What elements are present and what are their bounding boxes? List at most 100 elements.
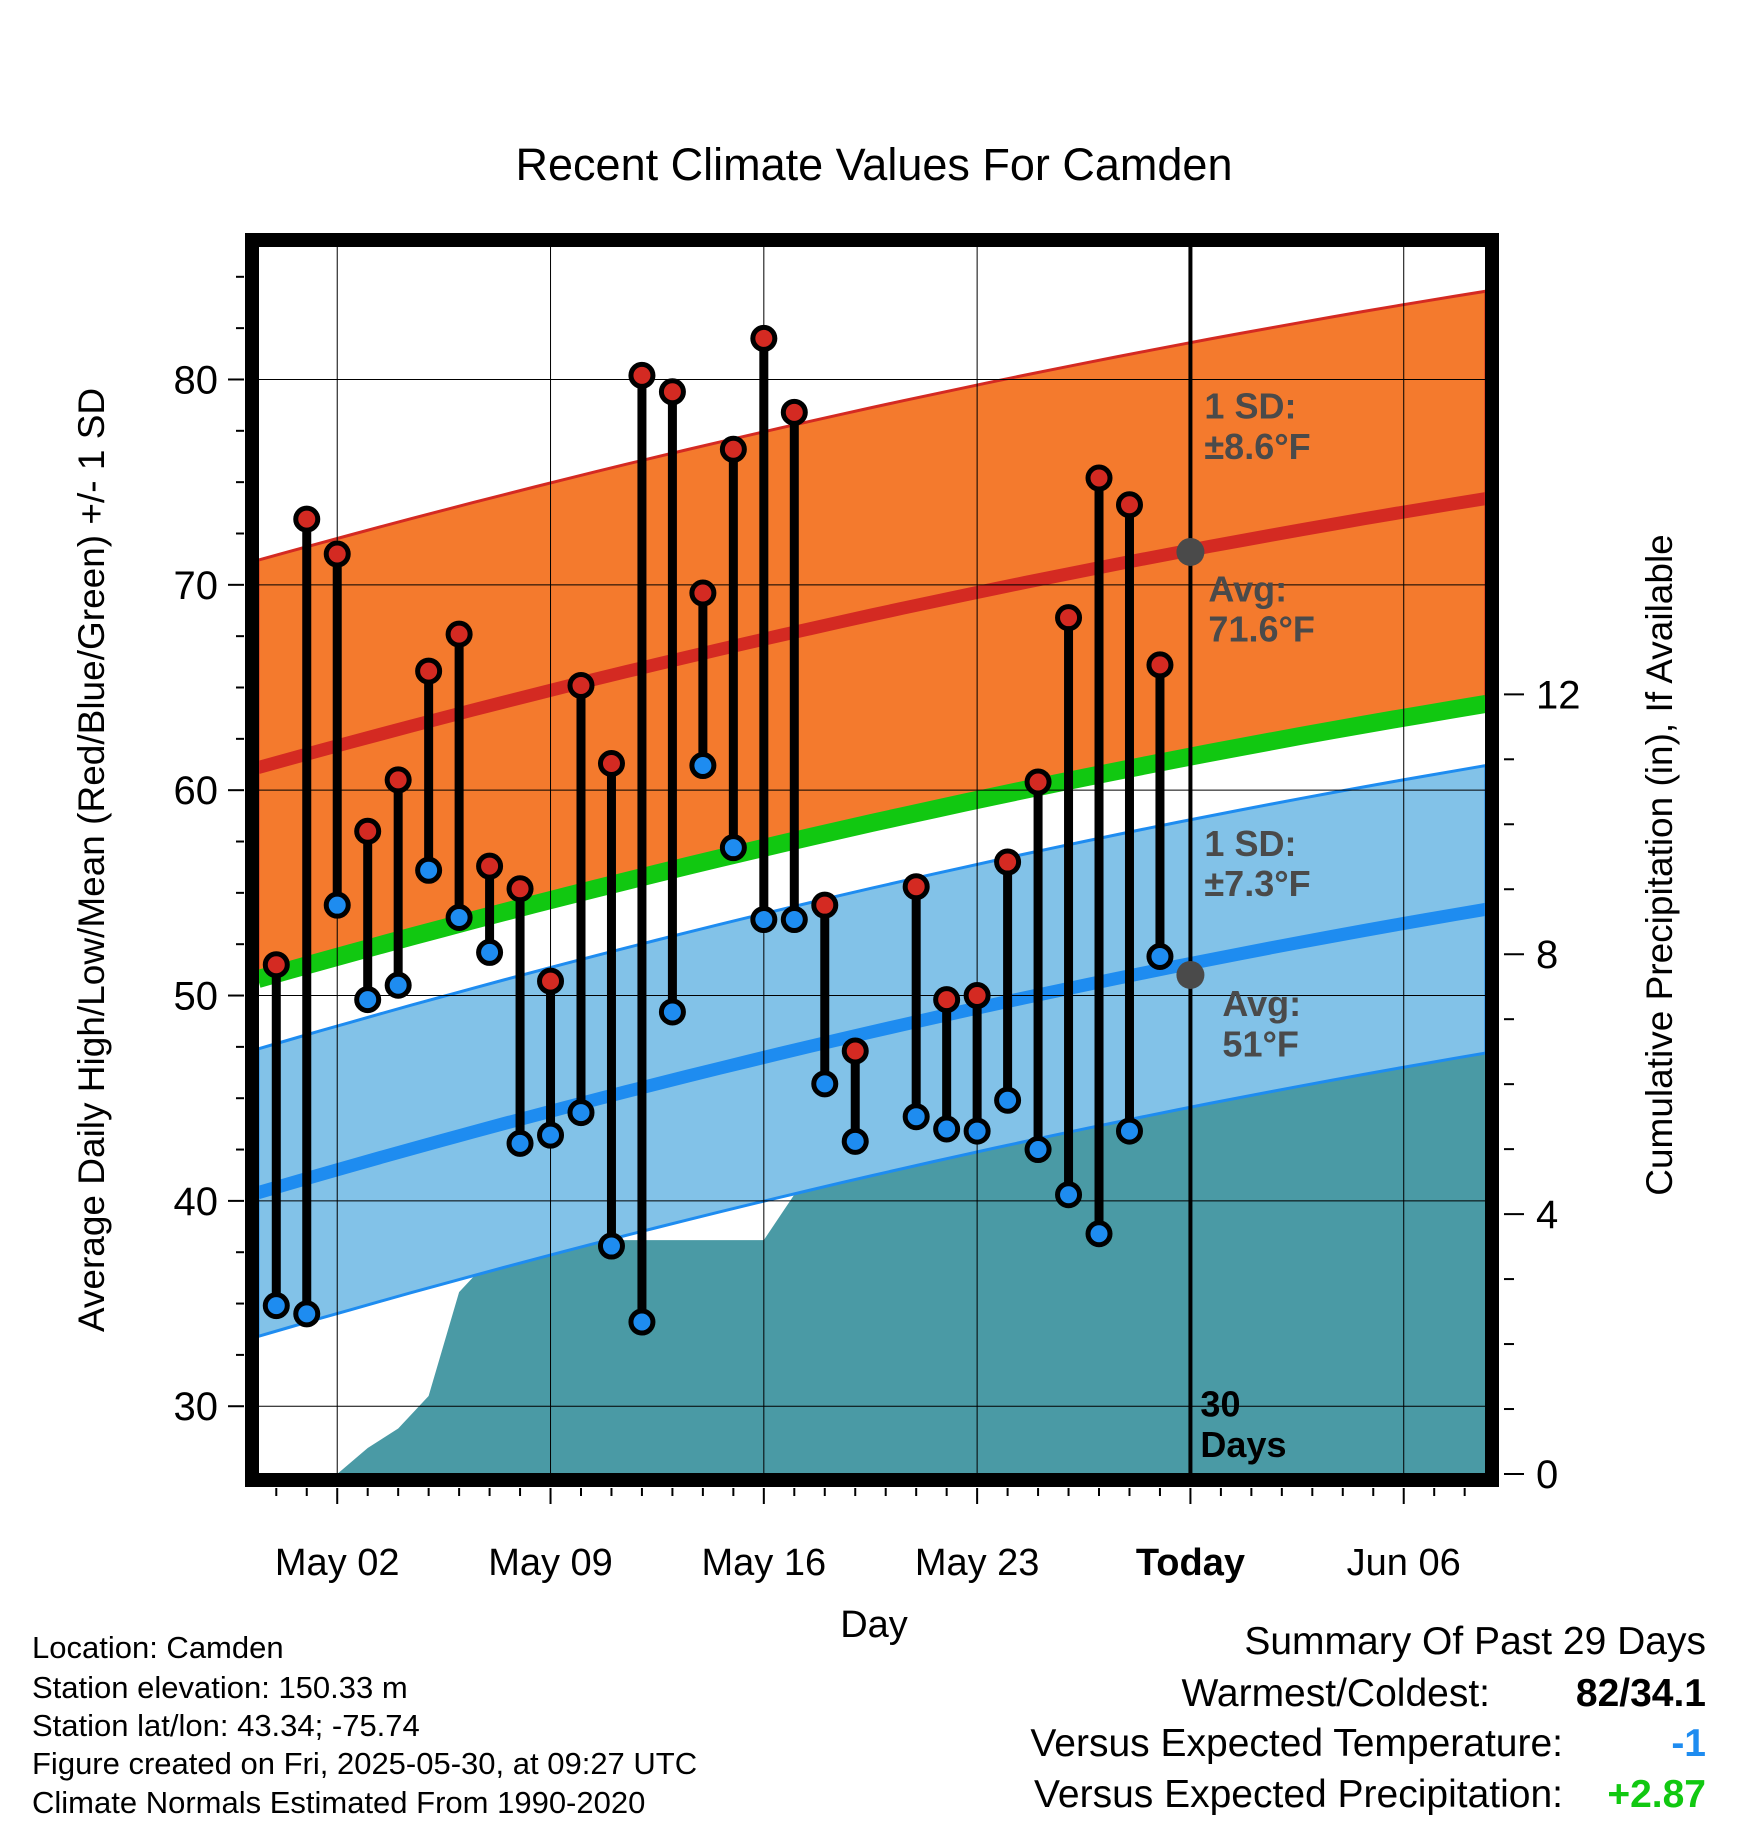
daily-low-point — [628, 1308, 656, 1336]
low-sd-annotation: 1 SD: ±7.3°F — [1204, 823, 1310, 904]
low-avg-annotation: Avg: 51°F — [1222, 983, 1301, 1064]
high-sd-annotation: 1 SD: ±8.6°F — [1204, 385, 1310, 466]
daily-high-point — [902, 873, 930, 901]
precip-label: Versus Expected Precipitation: — [1034, 1773, 1563, 1816]
daily-high-point — [1146, 651, 1174, 679]
x-axis-label: Day — [840, 1604, 908, 1646]
created-text: Figure created on Fri, 2025-05-30, at 09… — [32, 1746, 698, 1781]
daily-low-point — [963, 1117, 991, 1145]
daily-low-point — [689, 752, 717, 780]
daily-high-point — [658, 378, 686, 406]
daily-low-point — [841, 1127, 869, 1155]
daily-low-point — [780, 906, 808, 934]
y-axis-label: Average Daily High/Low/Mean (Red/Blue/Gr… — [71, 388, 112, 1332]
warmest-value: 82/34.1 — [1575, 1672, 1706, 1715]
precip-area — [337, 1045, 1486, 1474]
daily-low-point — [933, 1115, 961, 1143]
y2-tick-label: 4 — [1536, 1193, 1558, 1237]
chart-title: Recent Climate Values For Camden — [516, 139, 1233, 190]
daily-high-point — [780, 398, 808, 426]
daily-high-point — [476, 852, 504, 880]
daily-high-point — [567, 671, 595, 699]
daily-low-point — [902, 1103, 930, 1131]
low-avg-line — [258, 902, 1486, 1199]
daily-low-point — [354, 986, 382, 1014]
daily-low-point — [384, 971, 412, 999]
today-low-avg-marker — [1176, 960, 1205, 989]
temp-label: Versus Expected Temperature: — [1030, 1722, 1563, 1765]
warmest-label: Warmest/Coldest: — [1181, 1672, 1490, 1715]
daily-low-point — [293, 1300, 321, 1328]
normals-text: Climate Normals Estimated From 1990-2020 — [32, 1785, 646, 1820]
x-tick-label: May 23 — [915, 1542, 1040, 1584]
daily-high-point — [933, 986, 961, 1014]
daily-high-point — [1024, 768, 1052, 796]
daily-high-point — [537, 967, 565, 995]
daily-low-point — [262, 1292, 290, 1320]
daily-low-point — [994, 1086, 1022, 1114]
daily-low-point — [1024, 1136, 1052, 1164]
daily-low-point — [415, 856, 443, 884]
today-days-annotation: 30 Days — [1200, 1384, 1286, 1465]
low-sd-band — [258, 763, 1486, 1338]
location-text: Location: Camden — [32, 1630, 284, 1665]
daily-low-point — [1115, 1117, 1143, 1145]
daily-low-point — [658, 998, 686, 1026]
precip-value: +2.87 — [1607, 1773, 1706, 1816]
daily-high-point — [719, 435, 747, 463]
daily-low-point — [1085, 1220, 1113, 1248]
daily-low-point — [506, 1129, 534, 1157]
daily-high-point — [1115, 491, 1143, 519]
today-high-avg-marker — [1176, 537, 1205, 566]
daily-high-point — [384, 766, 412, 794]
daily-high-point — [689, 579, 717, 607]
plot-area — [258, 289, 1486, 1474]
y2-tick-label: 8 — [1536, 933, 1558, 977]
daily-high-point — [1085, 464, 1113, 492]
daily-low-point — [750, 906, 778, 934]
x-tick-label: May 02 — [275, 1542, 400, 1584]
daily-high-point — [293, 505, 321, 533]
daily-high-point — [506, 875, 534, 903]
daily-high-point — [354, 817, 382, 845]
daily-high-point — [994, 848, 1022, 876]
daily-low-point — [445, 903, 473, 931]
y-tick-label: 60 — [174, 769, 219, 813]
x-tick-label: May 09 — [488, 1542, 613, 1584]
daily-low-point — [323, 891, 351, 919]
summary-title: Summary Of Past 29 Days — [1244, 1620, 1706, 1663]
y-tick-label: 30 — [174, 1385, 219, 1429]
x-tick-label: May 16 — [702, 1542, 827, 1584]
y2-tick-label: 12 — [1536, 673, 1581, 717]
y2-axis-label: Cumulative Precipitation (in), If Availa… — [1639, 534, 1680, 1196]
y-tick-label: 70 — [174, 564, 219, 608]
y-tick-label: 80 — [174, 358, 219, 402]
daily-high-point — [841, 1037, 869, 1065]
temp-value: -1 — [1671, 1722, 1706, 1765]
elevation-text: Station elevation: 150.33 m — [32, 1670, 408, 1705]
daily-high-point — [445, 620, 473, 648]
high-avg-annotation: Avg: 71.6°F — [1208, 568, 1314, 649]
daily-high-point — [262, 951, 290, 979]
daily-low-point — [719, 834, 747, 862]
daily-low-point — [597, 1232, 625, 1260]
daily-high-point — [597, 749, 625, 777]
daily-low-point — [567, 1099, 595, 1127]
daily-low-point — [811, 1070, 839, 1098]
axes: 1 SD: ±8.6°F Avg: 71.6°F 1 SD: ±7.3°F Avg: 51°F… — [174, 233, 1581, 1584]
x-tick-label: Jun 06 — [1347, 1542, 1461, 1584]
daily-low-point — [1146, 943, 1174, 971]
y-tick-label: 40 — [174, 1180, 219, 1224]
daily-high-point — [750, 324, 778, 352]
daily-high-point — [811, 891, 839, 919]
daily-high-point — [628, 361, 656, 389]
y2-tick-label: 0 — [1536, 1453, 1558, 1497]
y-tick-label: 50 — [174, 975, 219, 1019]
daily-low-point — [537, 1121, 565, 1149]
x-tick-label: Today — [1136, 1542, 1245, 1584]
daily-low-point — [1055, 1181, 1083, 1209]
daily-high-point — [323, 540, 351, 568]
latlon-text: Station lat/lon: 43.34; -75.74 — [32, 1708, 420, 1743]
daily-high-point — [1055, 604, 1083, 632]
